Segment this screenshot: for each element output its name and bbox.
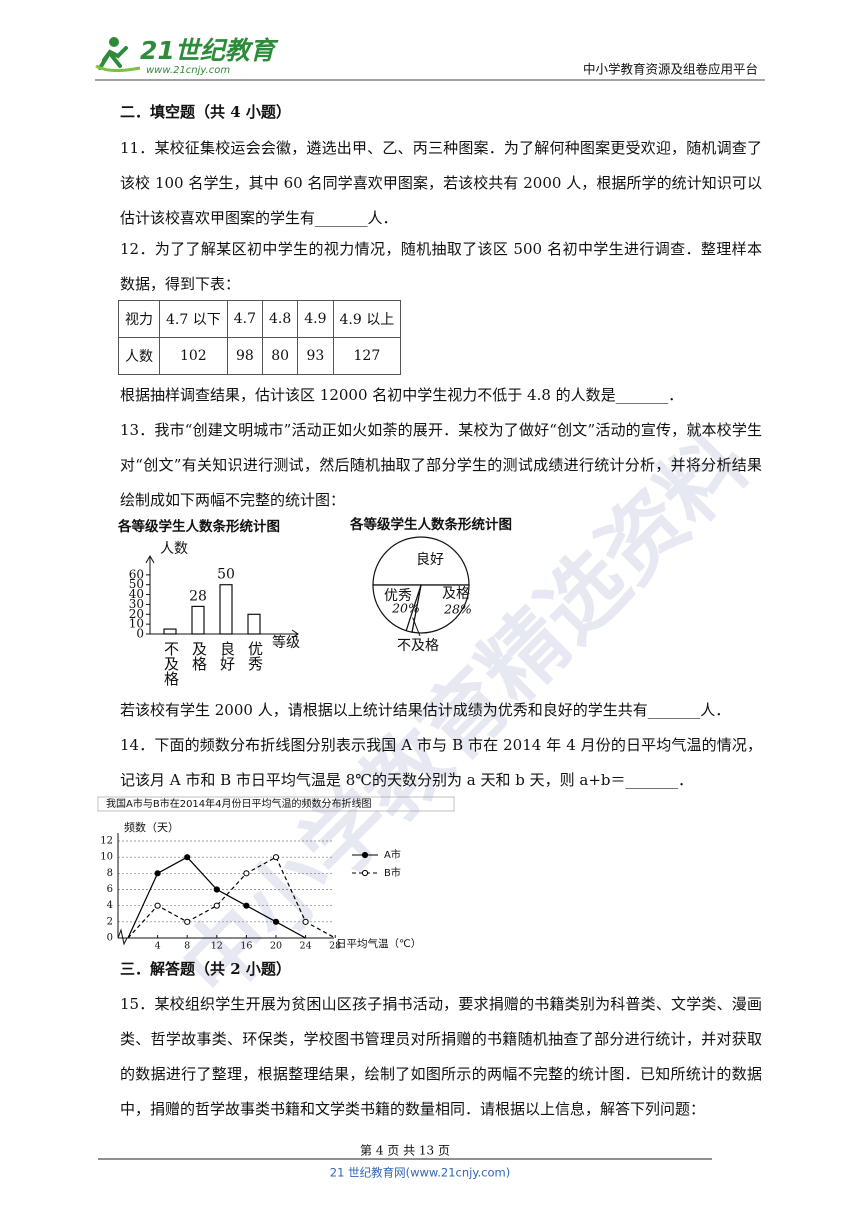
pie-slice xyxy=(372,536,470,586)
footer-site: 21 世纪教育网(www.21cnjy.com) xyxy=(330,1166,510,1180)
x-tick-label: 不及格 xyxy=(162,641,180,686)
point-marker xyxy=(154,870,161,877)
table-cell: 102 xyxy=(159,337,228,375)
point-marker xyxy=(184,918,191,925)
axis-break xyxy=(117,928,128,946)
question-followup: 根据抽样调查结果，估计该区 12000 名初中学生视力不低于 4.8 的人数是_… xyxy=(120,386,684,404)
section-title: 二．填空题（共 4 小题） xyxy=(120,103,291,121)
x-tick-label: 8 xyxy=(184,941,190,952)
x-tick-label: 24 xyxy=(300,941,312,952)
legend-marker xyxy=(361,851,369,859)
table-row: 人数 102 98 80 93 127 xyxy=(118,337,402,375)
point-marker xyxy=(272,918,280,925)
table-cell: 4.7 xyxy=(226,300,263,338)
question: 13．我市“创建文明城市”活动正如火如荼的展开．某校为了做好“创文”活动的宣传，… xyxy=(120,421,762,509)
logo-title: 21世纪教育 xyxy=(140,36,279,65)
title-box xyxy=(97,796,455,812)
chart-title: 各等级学生人数条形统计图 xyxy=(349,516,512,533)
x-tick-label: 优秀 xyxy=(246,641,264,672)
table-cell: 4.7 以下 xyxy=(159,300,228,338)
charts: 各等级学生人数条形统计图人数等级0102030405060不及格28及格50良好… xyxy=(97,516,512,952)
bar xyxy=(247,613,261,635)
slice-label: 优秀 xyxy=(384,588,412,604)
x-axis-label: 等级 xyxy=(272,634,300,651)
chart-title: 我国A市与B市在2014年4月份日平均气温的频数分布折线图 xyxy=(106,797,372,810)
slice-value-label: 20% xyxy=(391,601,420,616)
y-axis-label: 人数 xyxy=(160,541,188,557)
bar xyxy=(219,584,233,635)
pie-slice xyxy=(372,584,422,632)
x-tick-label: 28 xyxy=(329,941,341,952)
x-tick-label: 16 xyxy=(240,941,252,952)
question: 12．为了了解某区初中学生的视力情况，随机抽取了该区 500 名初中学生进行调查… xyxy=(120,240,762,293)
y-tick-label: 50 xyxy=(129,577,144,591)
leader-line xyxy=(412,617,421,637)
table-cell: 人数 xyxy=(118,337,160,375)
page-number: 第 4 页 共 13 页 xyxy=(360,1144,450,1158)
y-tick-label: 10 xyxy=(129,617,144,631)
table-row: 视力 4.7 以下 4.7 4.8 4.9 4.9 以上 xyxy=(118,300,402,338)
table-cell: 视力 xyxy=(118,300,160,338)
x-tick-label: 及格 xyxy=(190,641,208,671)
y-tick-label: 10 xyxy=(100,852,113,863)
y-tick-label: 0 xyxy=(107,933,113,944)
question: 15．某校组织学生开展为贫困山区孩子捐书活动，要求捐赠的书籍类别为科普类、文学类… xyxy=(120,995,762,1118)
legend-label: A市 xyxy=(384,848,401,861)
x-axis-label: 日平均气温（℃） xyxy=(336,937,421,950)
x-tick-label: 20 xyxy=(270,941,282,952)
section-title: 三．解答题（共 2 小题） xyxy=(120,960,291,978)
bar xyxy=(163,628,177,635)
slice-label: 及格 xyxy=(442,586,470,602)
question-followup: 若该校有学生 2000 人，请根据以上统计结果估计成绩为优秀和良好的学生共有__… xyxy=(120,701,731,719)
y-tick-label: 8 xyxy=(107,868,113,879)
x-tick-label: 良好 xyxy=(218,641,236,672)
table-cell: 80 xyxy=(261,337,299,375)
question: 14．下面的频数分布折线图分别表示我国 A 市与 B 市在 2014 年 4 月… xyxy=(120,736,762,789)
y-tick-label: 20 xyxy=(129,607,144,621)
table-cell: 127 xyxy=(332,337,402,375)
question: 11．某校征集校运会会徽，遴选出甲、乙、丙三种图案．为了解何种图案更受欢迎，随机… xyxy=(120,139,762,227)
y-axis xyxy=(145,554,155,634)
value-label: 28 xyxy=(189,588,207,604)
data-table: 视力 4.7 以下 4.7 4.8 4.9 4.9 以上 人数 102 98 80 93 127 xyxy=(118,300,402,375)
value-label: 50 xyxy=(217,567,235,583)
point-marker xyxy=(272,854,280,861)
legend-marker xyxy=(361,869,369,877)
slice-value-label: 28% xyxy=(443,602,472,617)
point-marker xyxy=(243,870,250,877)
y-tick-label: 4 xyxy=(107,900,113,911)
y-tick-label: 60 xyxy=(129,567,144,581)
slice-label: 不及格 xyxy=(397,638,439,654)
slice-label: 良好 xyxy=(416,552,444,568)
table-cell: 93 xyxy=(297,337,334,375)
point-marker xyxy=(184,854,191,861)
table-cell: 4.9 以上 xyxy=(332,300,402,338)
y-tick-label: 2 xyxy=(107,916,113,927)
y-axis-label: 频数（天） xyxy=(124,820,179,834)
x-tick-label: 12 xyxy=(211,941,223,952)
legend-label: B市 xyxy=(384,866,401,879)
bar xyxy=(191,605,205,635)
y-tick-label: 30 xyxy=(129,597,144,611)
chart-title: 各等级学生人数条形统计图 xyxy=(117,518,280,535)
series-line xyxy=(127,856,336,939)
point-marker xyxy=(302,918,309,925)
logo-url: www.21cnjy.com xyxy=(146,65,230,76)
table-cell: 98 xyxy=(226,337,263,375)
y-tick-label: 12 xyxy=(100,836,113,847)
y-tick-label: 0 xyxy=(136,627,144,641)
point-marker xyxy=(243,902,250,909)
y-tick-label: 40 xyxy=(129,587,144,601)
logo: 21世纪教育 www.21cnjy.com xyxy=(95,36,279,76)
platform-name: 中小学教育资源及组卷应用平台 xyxy=(583,62,758,77)
x-tick-label: 4 xyxy=(155,941,161,952)
point-marker xyxy=(213,886,220,893)
y-tick-label: 6 xyxy=(107,884,113,895)
point-marker xyxy=(154,902,161,909)
table-cell: 4.9 xyxy=(297,300,334,338)
table-cell: 4.8 xyxy=(261,300,299,338)
point-marker xyxy=(213,902,220,909)
